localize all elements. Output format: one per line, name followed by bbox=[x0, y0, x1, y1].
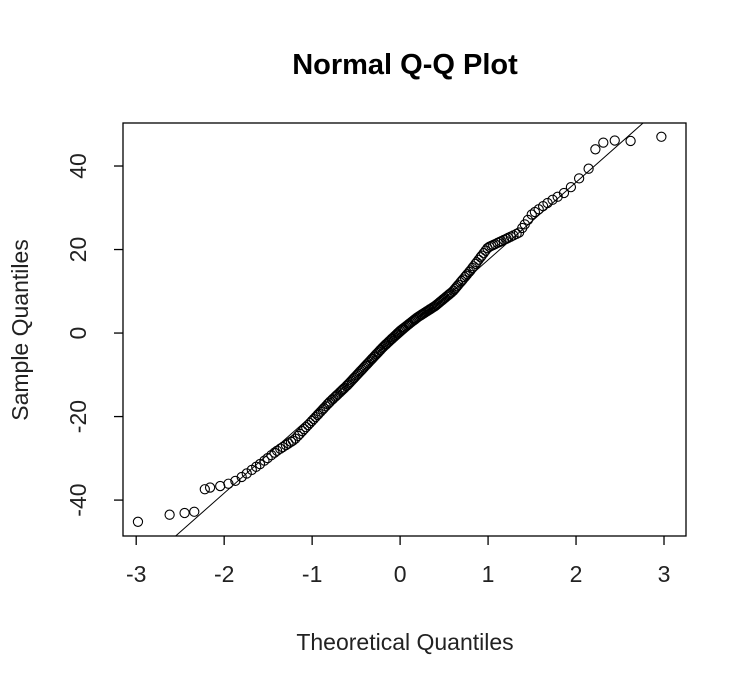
data-point bbox=[552, 191, 563, 202]
data-point bbox=[526, 209, 537, 220]
x-tick-label: -2 bbox=[214, 561, 234, 587]
data-point bbox=[565, 182, 577, 193]
x-tick-label: 2 bbox=[570, 561, 583, 587]
data-point bbox=[189, 506, 200, 517]
data-point bbox=[236, 471, 247, 483]
data-point bbox=[164, 509, 175, 520]
chart-title: Normal Q-Q Plot bbox=[292, 49, 518, 81]
data-point bbox=[558, 187, 570, 199]
plot-frame bbox=[122, 122, 687, 537]
data-point bbox=[259, 455, 270, 466]
x-tick-label: 1 bbox=[482, 561, 495, 587]
data-point bbox=[547, 194, 558, 205]
data-point bbox=[223, 478, 234, 489]
data-point bbox=[179, 507, 190, 519]
reference-line-group bbox=[175, 122, 644, 537]
y-tick-label: -20 bbox=[65, 400, 91, 433]
y-tick-label: 20 bbox=[65, 237, 91, 263]
reference-line bbox=[175, 122, 644, 537]
x-tick-label: -1 bbox=[302, 561, 322, 587]
data-point bbox=[656, 131, 667, 142]
data-point bbox=[609, 135, 620, 146]
x-tick-label: 0 bbox=[394, 561, 407, 587]
data-point bbox=[277, 441, 288, 453]
data-points bbox=[132, 131, 667, 527]
data-point bbox=[511, 228, 522, 240]
x-axis: -3 -2 -1 0 1 2 3 bbox=[126, 536, 670, 587]
data-point bbox=[241, 468, 252, 479]
data-point bbox=[505, 231, 517, 242]
y-tick-label: -40 bbox=[65, 483, 91, 516]
y-axis-label: Sample Quantiles bbox=[7, 239, 33, 421]
data-point bbox=[590, 144, 601, 155]
y-tick-label: 40 bbox=[65, 153, 91, 179]
x-tick-label: 3 bbox=[658, 561, 671, 587]
data-point bbox=[496, 235, 507, 247]
data-point bbox=[517, 222, 528, 234]
data-point bbox=[573, 173, 585, 184]
data-point bbox=[583, 163, 594, 174]
data-point bbox=[204, 482, 216, 493]
y-tick-label: 0 bbox=[65, 327, 91, 340]
x-axis-label: Theoretical Quantiles bbox=[296, 629, 513, 655]
x-tick-label: -3 bbox=[126, 561, 146, 587]
data-point bbox=[132, 516, 144, 527]
data-point bbox=[598, 137, 609, 148]
data-point bbox=[625, 135, 636, 147]
data-point bbox=[199, 484, 210, 495]
data-point bbox=[262, 452, 273, 464]
data-point bbox=[335, 386, 347, 397]
y-axis: -40 -20 0 20 40 bbox=[65, 153, 123, 517]
